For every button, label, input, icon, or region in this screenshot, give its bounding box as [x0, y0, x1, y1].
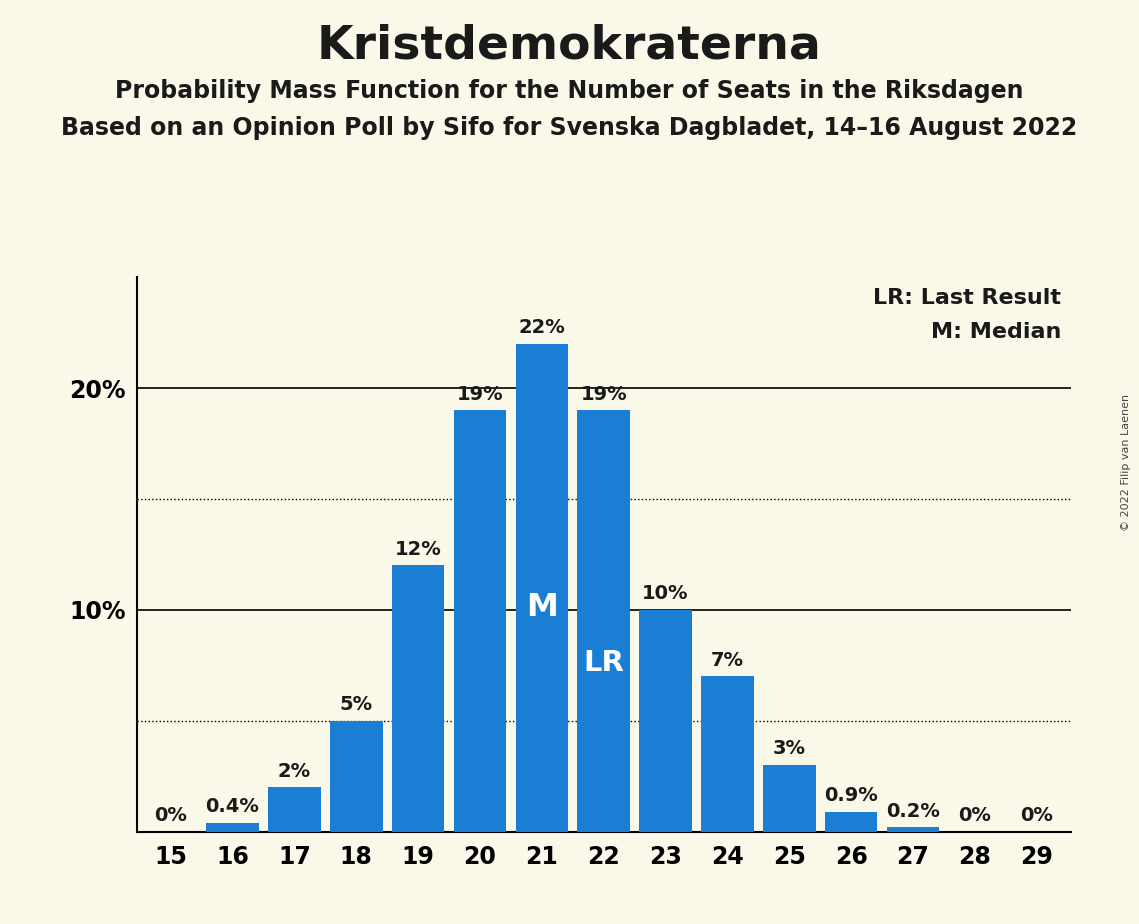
Text: 0.4%: 0.4%: [206, 797, 260, 816]
Bar: [268, 787, 321, 832]
Text: 5%: 5%: [339, 695, 372, 714]
Text: 12%: 12%: [395, 540, 442, 559]
Text: 2%: 2%: [278, 761, 311, 781]
Bar: [763, 765, 816, 832]
Bar: [702, 676, 754, 832]
Text: 7%: 7%: [711, 650, 744, 670]
Text: LR: Last Result: LR: Last Result: [874, 288, 1062, 309]
Bar: [453, 410, 506, 832]
Text: 22%: 22%: [518, 318, 565, 337]
Bar: [886, 827, 940, 832]
Bar: [577, 410, 630, 832]
Bar: [392, 565, 444, 832]
Bar: [206, 822, 259, 832]
Text: 0.9%: 0.9%: [825, 786, 878, 805]
Text: Based on an Opinion Poll by Sifo for Svenska Dagbladet, 14–16 August 2022: Based on an Opinion Poll by Sifo for Sve…: [62, 116, 1077, 140]
Text: LR: LR: [583, 649, 624, 677]
Text: 0%: 0%: [958, 806, 991, 825]
Text: 0.2%: 0.2%: [886, 801, 940, 821]
Text: 10%: 10%: [642, 584, 689, 603]
Text: 0%: 0%: [1021, 806, 1054, 825]
Text: M: Median: M: Median: [931, 322, 1062, 342]
Text: © 2022 Filip van Laenen: © 2022 Filip van Laenen: [1121, 394, 1131, 530]
Text: Kristdemokraterna: Kristdemokraterna: [317, 23, 822, 68]
Text: 3%: 3%: [772, 739, 805, 759]
Text: M: M: [526, 591, 558, 623]
Bar: [330, 721, 383, 832]
Bar: [516, 344, 568, 832]
Text: Probability Mass Function for the Number of Seats in the Riksdagen: Probability Mass Function for the Number…: [115, 79, 1024, 103]
Text: 0%: 0%: [154, 806, 187, 825]
Text: 19%: 19%: [581, 384, 626, 404]
Bar: [639, 610, 691, 832]
Bar: [825, 811, 877, 832]
Text: 19%: 19%: [457, 384, 503, 404]
